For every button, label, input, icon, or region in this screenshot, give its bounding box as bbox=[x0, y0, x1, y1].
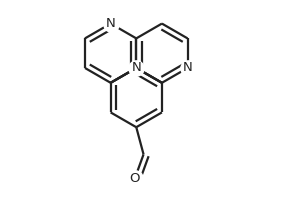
Text: N: N bbox=[131, 62, 141, 75]
Text: N: N bbox=[183, 62, 192, 75]
Text: N: N bbox=[106, 17, 116, 30]
Text: O: O bbox=[130, 172, 140, 185]
